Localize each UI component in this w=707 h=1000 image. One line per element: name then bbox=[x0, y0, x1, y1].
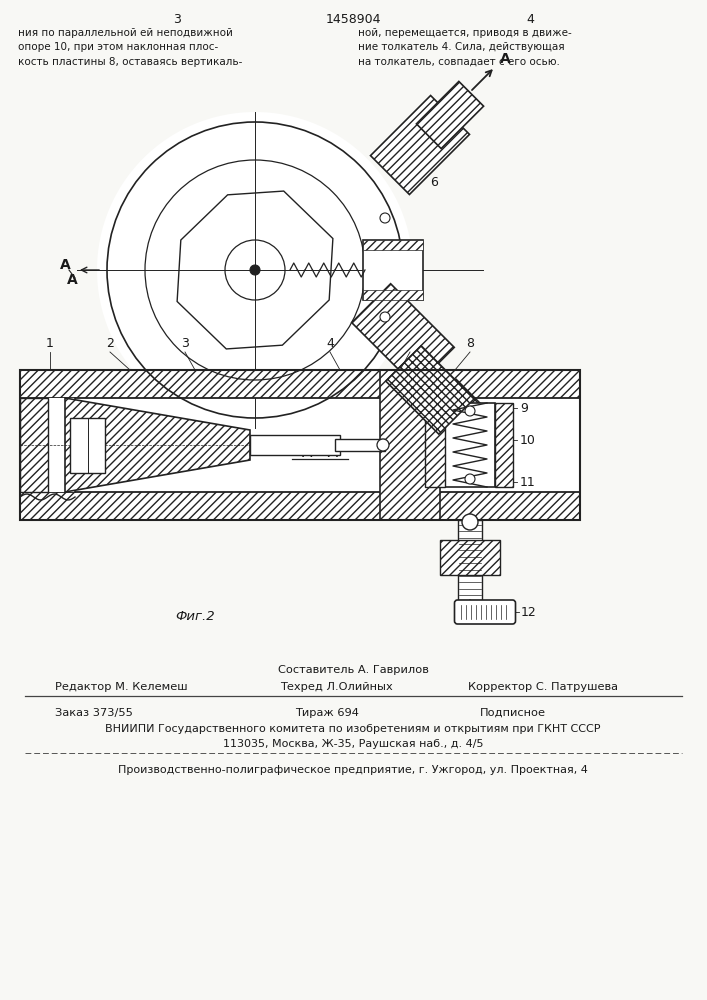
Bar bbox=[20, 492, 580, 520]
Bar bbox=[458, 520, 482, 600]
Text: A: A bbox=[66, 273, 77, 287]
Text: 9: 9 bbox=[520, 401, 528, 414]
Circle shape bbox=[377, 439, 389, 451]
Polygon shape bbox=[65, 398, 250, 492]
Circle shape bbox=[462, 514, 478, 530]
Text: Составитель А. Гаврилов: Составитель А. Гаврилов bbox=[278, 665, 428, 675]
Circle shape bbox=[380, 312, 390, 322]
Text: 1: 1 bbox=[46, 337, 54, 350]
Bar bbox=[20, 370, 580, 520]
Text: 6: 6 bbox=[430, 176, 438, 188]
Text: ной, перемещается, приводя в движе-
ние толкатель 4. Сила, действующая
на толкат: ной, перемещается, приводя в движе- ние … bbox=[358, 28, 572, 67]
Polygon shape bbox=[352, 284, 455, 386]
Text: A: A bbox=[59, 258, 71, 272]
Text: 12: 12 bbox=[520, 605, 536, 618]
Circle shape bbox=[250, 265, 260, 275]
Text: 7: 7 bbox=[370, 248, 378, 261]
Bar bbox=[70, 418, 105, 473]
Bar bbox=[445, 403, 495, 487]
Polygon shape bbox=[386, 346, 474, 434]
Bar bbox=[425, 403, 445, 487]
Bar bbox=[363, 290, 423, 300]
Bar bbox=[48, 398, 75, 492]
Circle shape bbox=[465, 474, 475, 484]
Text: 2: 2 bbox=[106, 337, 114, 350]
Bar bbox=[20, 370, 580, 398]
Circle shape bbox=[380, 213, 390, 223]
Bar bbox=[20, 398, 48, 492]
Text: ВНИИПИ Государственного комитета по изобретениям и открытиям при ГКНТ СССР: ВНИИПИ Государственного комитета по изоб… bbox=[105, 724, 601, 734]
Bar bbox=[495, 403, 513, 487]
Text: Фиг.2: Фиг.2 bbox=[175, 610, 215, 623]
Text: 8: 8 bbox=[466, 337, 474, 350]
Text: Производственно-полиграфическое предприятие, г. Ужгород, ул. Проектная, 4: Производственно-полиграфическое предприя… bbox=[118, 765, 588, 775]
Polygon shape bbox=[424, 379, 506, 461]
Text: 4: 4 bbox=[526, 13, 534, 26]
Text: Редактор М. Келемеш: Редактор М. Келемеш bbox=[55, 682, 187, 692]
Text: Фиг.1: Фиг.1 bbox=[226, 436, 265, 449]
Text: Техред Л.Олийных: Техред Л.Олийных bbox=[280, 682, 393, 692]
Text: 3: 3 bbox=[173, 13, 181, 26]
Text: А - А: А - А bbox=[302, 445, 338, 460]
Bar bbox=[363, 240, 423, 250]
Polygon shape bbox=[370, 96, 469, 194]
Text: Корректор С. Патрушева: Корректор С. Патрушева bbox=[468, 682, 618, 692]
Text: 5: 5 bbox=[383, 284, 391, 296]
FancyBboxPatch shape bbox=[455, 600, 515, 624]
Text: Подписное: Подписное bbox=[480, 708, 546, 718]
Text: 113035, Москва, Ж-35, Раушская наб., д. 4/5: 113035, Москва, Ж-35, Раушская наб., д. … bbox=[223, 739, 484, 749]
Polygon shape bbox=[416, 81, 484, 149]
Bar bbox=[363, 240, 423, 300]
Text: A: A bbox=[500, 52, 510, 66]
Text: Тираж 694: Тираж 694 bbox=[295, 708, 359, 718]
Circle shape bbox=[465, 406, 475, 416]
Bar bbox=[20, 370, 580, 520]
Text: 13: 13 bbox=[402, 337, 418, 350]
Bar bbox=[380, 370, 440, 520]
Text: 4: 4 bbox=[326, 337, 334, 350]
Text: 10: 10 bbox=[520, 434, 536, 446]
Bar bbox=[335, 439, 385, 451]
Text: 6: 6 bbox=[470, 388, 478, 401]
Text: 11: 11 bbox=[520, 476, 536, 488]
Bar bbox=[250, 435, 340, 455]
Bar bbox=[440, 540, 500, 575]
Text: 3: 3 bbox=[181, 337, 189, 350]
Circle shape bbox=[97, 112, 413, 428]
Text: ния по параллельной ей неподвижной
опоре 10, при этом наклонная плос-
кость плас: ния по параллельной ей неподвижной опоре… bbox=[18, 28, 243, 67]
Text: 1458904: 1458904 bbox=[325, 13, 381, 26]
Text: Заказ 373/55: Заказ 373/55 bbox=[55, 708, 133, 718]
